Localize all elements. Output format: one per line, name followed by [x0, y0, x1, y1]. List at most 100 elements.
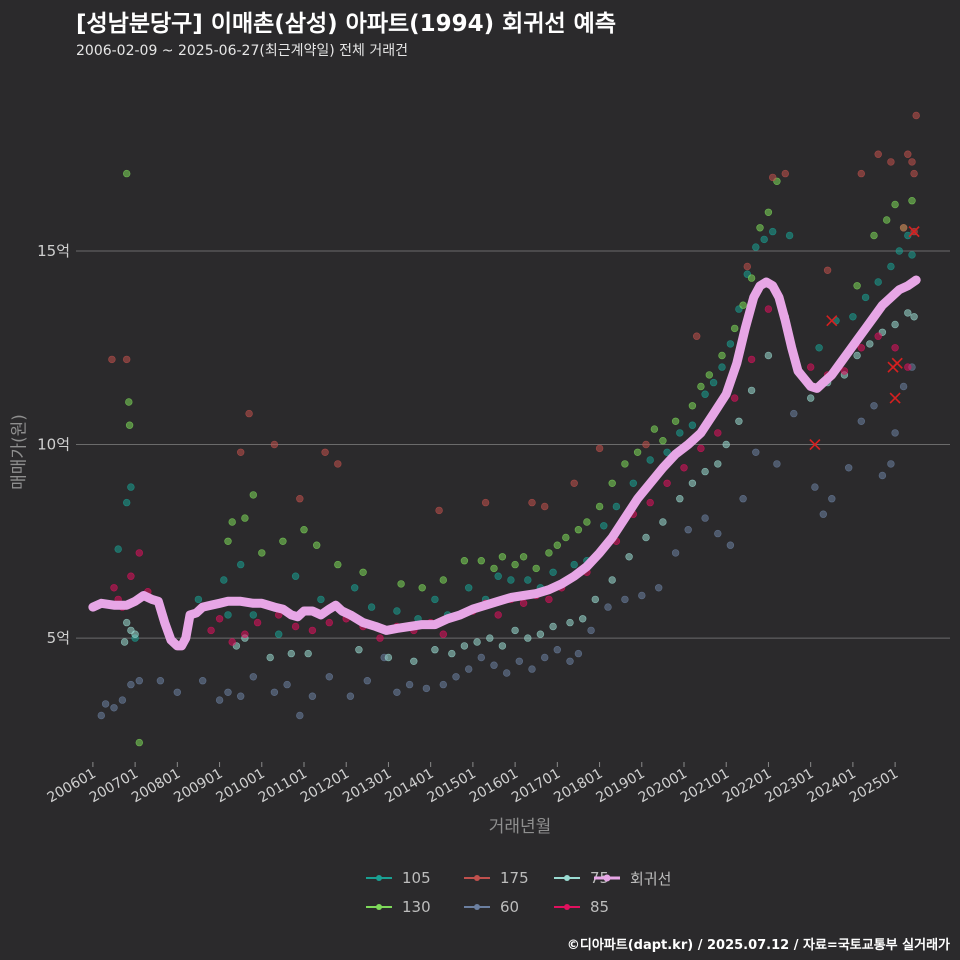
data-point-130	[224, 537, 232, 545]
legend-label-175: 175	[500, 869, 529, 887]
data-point-175	[743, 262, 751, 271]
data-point-105	[726, 340, 735, 348]
data-point-130	[595, 502, 604, 511]
data-point-130	[258, 549, 266, 557]
data-point-85	[680, 464, 688, 472]
data-point-60	[701, 514, 709, 522]
data-point-85	[376, 634, 384, 642]
data-point-85	[857, 344, 865, 352]
data-point-105	[317, 595, 325, 604]
data-point-175	[570, 479, 578, 487]
data-point-130	[125, 421, 134, 429]
data-point-130	[553, 541, 561, 549]
data-point-85	[730, 394, 739, 402]
data-point-60	[515, 657, 523, 665]
data-point-130	[908, 197, 916, 205]
legend-label-60: 60	[500, 898, 520, 916]
data-point-85	[663, 479, 671, 487]
x-tick-label: 202501	[847, 766, 901, 807]
data-point-130	[730, 324, 739, 333]
data-point-85	[764, 305, 773, 313]
data-point-60	[224, 688, 232, 696]
data-point-130	[621, 460, 629, 468]
data-point-75	[549, 622, 557, 631]
data-point-130	[300, 525, 308, 534]
data-point-60	[891, 429, 899, 437]
data-point-105	[114, 545, 122, 553]
legend-item-85: 85	[552, 893, 609, 921]
data-point-130	[697, 382, 705, 391]
data-point-130	[313, 541, 321, 549]
data-point-105	[646, 456, 654, 464]
data-point-75	[676, 495, 684, 503]
data-point-130	[756, 224, 764, 232]
legend-key-105	[366, 875, 392, 881]
data-point-60	[752, 448, 760, 456]
data-point-130	[688, 402, 697, 410]
data-point-130	[279, 537, 287, 545]
data-point-130	[562, 533, 570, 542]
data-point-105	[351, 584, 359, 592]
data-point-130	[460, 556, 469, 565]
data-point-85	[874, 332, 882, 340]
data-point-75	[764, 351, 773, 360]
data-point-85	[215, 615, 224, 623]
legend-key-130	[366, 904, 392, 910]
data-point-105	[849, 313, 857, 321]
data-point-105	[663, 448, 671, 456]
legend-item-60: 60	[462, 893, 519, 921]
data-point-60	[638, 591, 646, 600]
data-point-60	[249, 673, 258, 681]
data-point-175	[122, 355, 131, 364]
data-point-75	[410, 657, 418, 665]
data-point-85	[714, 429, 722, 437]
data-point-60	[405, 680, 414, 689]
data-point-105	[275, 630, 283, 638]
data-point-60	[654, 584, 663, 592]
data-point-130	[650, 425, 659, 433]
data-point-75	[714, 460, 722, 468]
data-point-75	[659, 518, 667, 526]
x-axis-label: 거래년월	[488, 817, 552, 837]
cancelled-mark	[826, 315, 838, 327]
data-point-75	[853, 351, 861, 360]
data-point-130	[498, 553, 507, 561]
data-point-85	[494, 611, 502, 619]
legend-label-105: 105	[402, 869, 431, 887]
data-point-130	[490, 564, 498, 573]
data-point-175	[245, 409, 253, 418]
data-point-105	[524, 576, 532, 584]
data-point-75	[511, 626, 519, 635]
y-axis-label-wrap: 매매가(원)	[2, 412, 32, 492]
data-point-60	[465, 665, 473, 673]
data-point-130	[659, 437, 667, 445]
data-point-75	[688, 479, 697, 487]
data-point-75	[486, 634, 494, 642]
data-point-175	[296, 495, 304, 503]
legend-item-130: 130	[364, 893, 431, 921]
legend-key-60	[464, 904, 490, 910]
data-point-175	[237, 448, 245, 456]
data-point-75	[701, 467, 709, 476]
data-point-130	[228, 518, 236, 526]
data-point-85	[545, 595, 553, 604]
data-point-75	[642, 533, 650, 542]
data-point-60	[528, 665, 536, 673]
data-point-60	[566, 657, 574, 665]
data-point-130	[583, 518, 591, 526]
data-point-75	[498, 642, 507, 650]
data-point-60	[726, 541, 735, 549]
data-point-60	[118, 696, 127, 704]
data-point-130	[334, 560, 342, 569]
data-point-130	[891, 200, 899, 209]
data-point-60	[739, 495, 747, 503]
data-point-85	[840, 367, 849, 375]
data-point-105	[752, 243, 760, 251]
data-point-75	[384, 653, 393, 662]
data-point-75	[460, 642, 469, 650]
data-point-105	[465, 584, 473, 592]
data-point-175	[887, 158, 895, 166]
data-point-130	[608, 479, 616, 487]
data-point-130	[511, 560, 519, 569]
data-point-60	[101, 700, 110, 708]
